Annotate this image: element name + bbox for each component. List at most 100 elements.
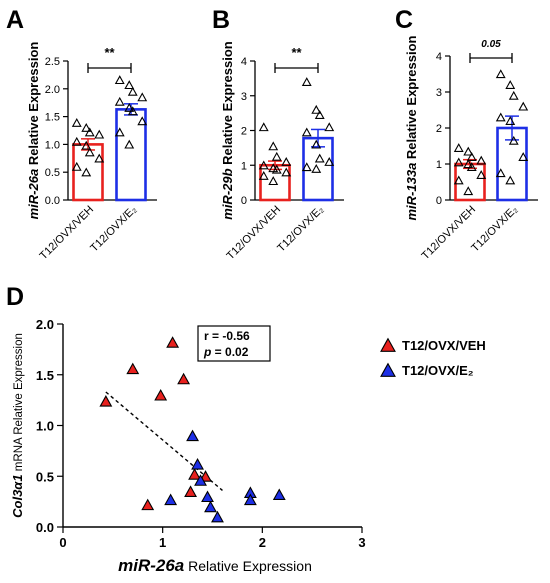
data-point [114, 96, 125, 106]
y-tick-label: 0.5 [36, 469, 54, 484]
category-label-1: T12/OVX/E₂ [275, 204, 326, 255]
y-tick-label: 0.0 [45, 195, 60, 207]
data-point [94, 153, 105, 163]
legend-marker-1 [380, 362, 396, 377]
data-point [518, 101, 529, 111]
legend-marker-0 [380, 337, 396, 352]
data-point [301, 162, 312, 172]
y-axis-label-italic: miR-133a [404, 163, 419, 221]
scatter-point-veh [141, 498, 155, 511]
bar-1 [115, 108, 147, 202]
data-point [311, 163, 322, 173]
y-axis-label: miR-29b Relative Expression [220, 41, 235, 220]
x-axis-label-rest: Relative Expression [184, 558, 312, 574]
data-point [268, 176, 279, 186]
data-point [94, 129, 105, 139]
scatter-point-e2 [191, 457, 204, 470]
scatter-point-e2 [194, 474, 207, 486]
significance-label: ** [104, 45, 115, 60]
data-point [301, 127, 312, 137]
scatter-point-e2 [211, 510, 224, 523]
data-point [271, 164, 282, 174]
stats-p-value: = 0.02 [211, 345, 248, 359]
data-point [466, 152, 477, 161]
y-tick-label: 2 [436, 123, 442, 135]
data-point [505, 80, 516, 89]
panel-label-c: C [395, 6, 413, 34]
data-point [84, 127, 95, 137]
data-point [324, 157, 335, 166]
scatter-point-veh [166, 336, 180, 348]
scatter-point-veh [184, 485, 198, 497]
data-point [476, 155, 487, 165]
y-tick-label: 4 [436, 51, 442, 63]
y-tick-label: 0.5 [45, 167, 60, 179]
data-point [281, 167, 292, 177]
significance-label: ** [291, 45, 302, 60]
data-point [453, 143, 464, 152]
data-point [314, 153, 325, 163]
data-point [84, 147, 95, 157]
data-point [314, 110, 325, 120]
y-tick-label: 2.0 [45, 84, 60, 96]
category-label-0: T12/OVX/VEH [37, 204, 96, 263]
panel-b-chart: 0 1 2 3 4 miR-29b Relative Expression T12/OVX/… [220, 41, 344, 262]
x-axis-label: miR-26a Relative Expression [118, 556, 312, 575]
data-point [271, 151, 282, 161]
y-tick-label: 1.5 [36, 368, 54, 383]
y-axis-label-italic: Col3α1 [10, 474, 25, 517]
scatter-point-e2 [204, 500, 217, 513]
data-point [258, 160, 269, 170]
data-point [258, 170, 269, 180]
x-axis-label-italic: miR-26a [118, 556, 184, 575]
panel-a-chart: 0.0 0.5 1.0 1.5 2.0 2.5 miR-26a Relative Expre… [26, 42, 157, 263]
scatter-point-e2 [201, 490, 214, 503]
data-point [324, 122, 335, 132]
y-axis-label-italic: miR-29b [220, 168, 235, 219]
y-tick-label: 4 [241, 56, 247, 68]
y-axis-label: Col3α1 mRNA Relative Expression [10, 333, 25, 518]
panel-d-chart: 0.0 0.5 1.0 1.5 2.0 0 1 2 3 miR-26a Relative Expr… [10, 317, 486, 575]
data-point [476, 170, 487, 179]
scatter-point-e2 [186, 429, 200, 442]
x-tick-label: 1 [159, 535, 166, 550]
scatter-point-veh [154, 388, 168, 401]
data-point [463, 159, 474, 169]
legend-label-1: T12/OVX/E₂ [402, 363, 474, 378]
y-axis-label-italic: miR-26a [26, 169, 41, 220]
y-tick-label: 2 [241, 126, 247, 138]
data-point [505, 116, 516, 125]
y-axis-label-rest: Relative Expression [26, 42, 41, 169]
panel-label-a: A [6, 6, 24, 34]
y-tick-label: 1.5 [45, 112, 60, 124]
stats-p: p = 0.02 [203, 345, 249, 359]
panel-label-d: D [6, 283, 24, 311]
category-label-0: T12/OVX/VEH [419, 204, 478, 263]
y-axis-label: miR-133a Relative Expression [404, 35, 419, 220]
y-tick-label: 3 [436, 87, 442, 99]
y-axis-label: miR-26a Relative Expression [26, 42, 41, 220]
y-tick-label: 1 [436, 159, 442, 171]
data-point [463, 146, 474, 156]
data-point [508, 90, 519, 100]
data-point [124, 80, 135, 90]
scatter-point-veh [126, 362, 140, 375]
data-point [81, 122, 92, 132]
y-tick-label: 3 [241, 91, 247, 103]
x-tick-label: 3 [358, 535, 365, 550]
scatter-point-veh [177, 372, 191, 385]
data-point [453, 157, 464, 167]
x-tick-label: 2 [259, 535, 266, 550]
scatter-point-veh [99, 395, 113, 407]
significance-label: 0.05 [481, 39, 501, 50]
data-point [463, 186, 474, 196]
data-point [508, 135, 519, 145]
data-point [137, 116, 148, 126]
data-point [81, 140, 92, 150]
data-point [71, 117, 82, 127]
y-tick-label: 0.0 [36, 520, 54, 535]
data-point [281, 157, 292, 166]
